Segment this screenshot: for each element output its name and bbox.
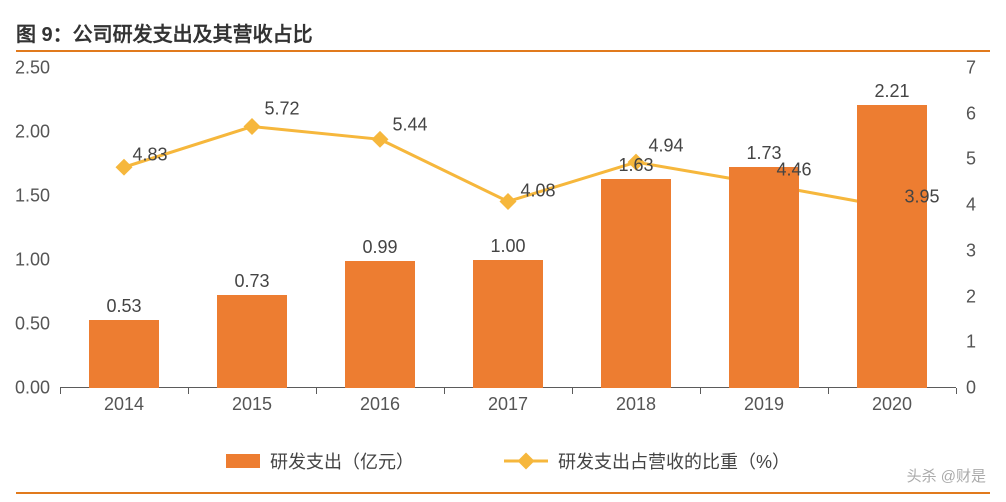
y-right-tick-label: 0: [956, 378, 976, 399]
x-category-label: 2020: [872, 388, 912, 415]
x-tick: [316, 388, 317, 394]
line-value-label: 4.46: [776, 160, 811, 181]
chart-container: { "title": "图 9：公司研发支出及其营收占比", "title_fo…: [0, 0, 1006, 502]
y-left-tick-label: 2.50: [15, 58, 60, 79]
line-marker: [244, 118, 261, 135]
line-marker: [372, 131, 389, 148]
y-right-tick-label: 3: [956, 240, 976, 261]
x-category-label: 2017: [488, 388, 528, 415]
line-marker: [500, 193, 517, 210]
x-tick: [700, 388, 701, 394]
y-left-tick-label: 0.50: [15, 314, 60, 335]
bar-value-label: 0.99: [362, 237, 397, 258]
legend-line-swatch: [504, 451, 548, 471]
bar-value-label: 1.63: [618, 155, 653, 176]
line-value-label: 4.94: [648, 136, 683, 157]
x-category-label: 2018: [616, 388, 656, 415]
y-left-tick-label: 2.00: [15, 122, 60, 143]
bar-value-label: 0.73: [234, 271, 269, 292]
bottom-rule: [16, 492, 990, 494]
x-tick: [572, 388, 573, 394]
chart-title: 图 9：公司研发支出及其营收占比: [16, 18, 313, 47]
bar: [217, 295, 287, 388]
y-right-tick-label: 7: [956, 58, 976, 79]
legend-bar-label: 研发支出（亿元）: [270, 448, 414, 474]
y-left-tick-label: 1.00: [15, 250, 60, 271]
line-value-label: 5.72: [264, 98, 299, 119]
bar: [89, 320, 159, 388]
x-category-label: 2014: [104, 388, 144, 415]
y-right-tick-label: 5: [956, 149, 976, 170]
y-right-tick-label: 4: [956, 195, 976, 216]
y-left-tick-label: 0.00: [15, 378, 60, 399]
plot-area: 0.000.501.001.502.002.50012345670.532014…: [60, 68, 956, 388]
x-tick: [188, 388, 189, 394]
x-category-label: 2019: [744, 388, 784, 415]
line-marker: [116, 159, 133, 176]
legend-item-line: 研发支出占营收的比重（%）: [504, 448, 790, 474]
bar: [857, 105, 927, 388]
bar-value-label: 0.53: [106, 296, 141, 317]
legend-line-label: 研发支出占营收的比重（%）: [558, 448, 790, 474]
x-category-label: 2016: [360, 388, 400, 415]
x-tick: [60, 388, 61, 394]
x-tick: [444, 388, 445, 394]
watermark: 头杀 @财是: [907, 465, 986, 486]
y-left-tick-label: 1.50: [15, 186, 60, 207]
legend-item-bars: 研发支出（亿元）: [226, 448, 414, 474]
y-right-tick-label: 1: [956, 332, 976, 353]
y-right-tick-label: 6: [956, 103, 976, 124]
legend: 研发支出（亿元） 研发支出占营收的比重（%）: [60, 446, 956, 476]
bar: [729, 167, 799, 388]
bar: [473, 260, 543, 388]
plot-inner: 0.000.501.001.502.002.50012345670.532014…: [60, 68, 956, 388]
line-value-label: 4.08: [520, 181, 555, 202]
x-tick: [956, 388, 957, 394]
bar: [345, 261, 415, 388]
x-category-label: 2015: [232, 388, 272, 415]
title-bar: 图 9：公司研发支出及其营收占比: [16, 14, 990, 52]
line-value-label: 3.95: [904, 187, 939, 208]
legend-bar-swatch: [226, 454, 260, 468]
bar-value-label: 2.21: [874, 81, 909, 102]
line-value-label: 5.44: [392, 115, 427, 136]
bar: [601, 179, 671, 388]
bar-value-label: 1.00: [490, 236, 525, 257]
x-tick: [828, 388, 829, 394]
y-right-tick-label: 2: [956, 286, 976, 307]
line-value-label: 4.83: [132, 145, 167, 166]
